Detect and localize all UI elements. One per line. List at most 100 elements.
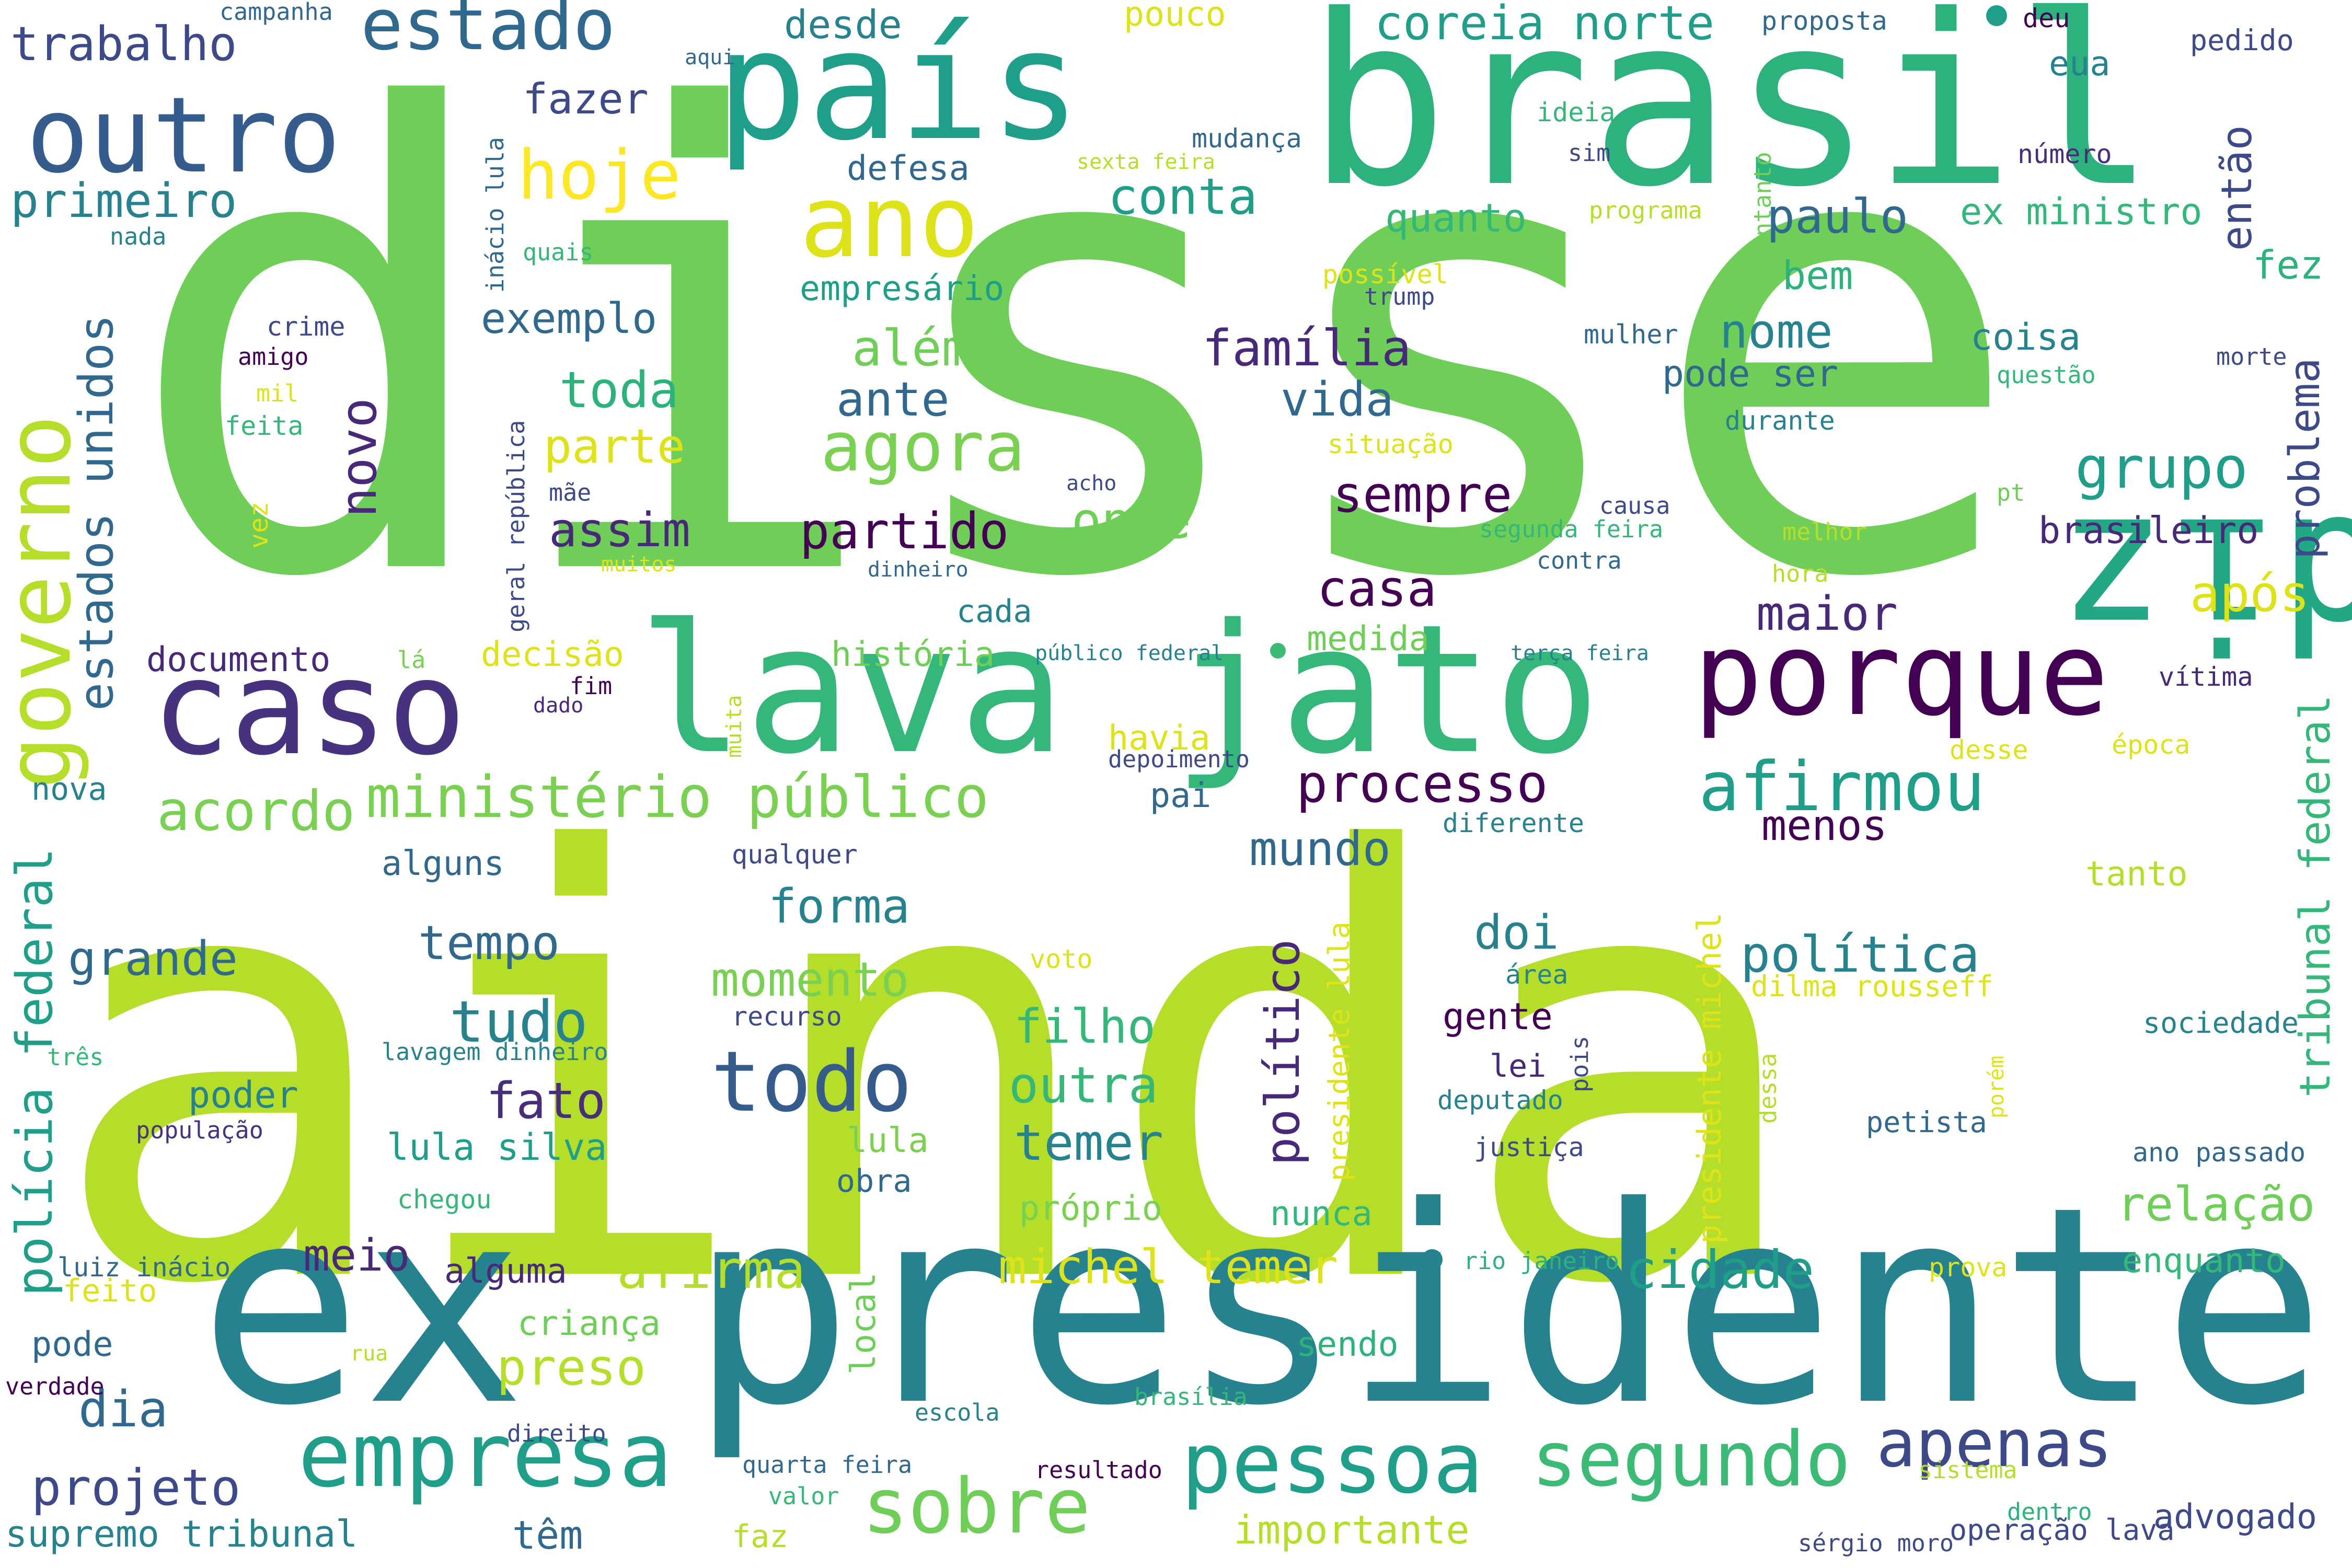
- word: poder: [188, 1074, 298, 1116]
- word: resultado: [1035, 1456, 1162, 1484]
- word: lula silva: [387, 1126, 607, 1169]
- word: diferente: [1443, 808, 1584, 838]
- word: público federal: [1035, 641, 1224, 665]
- word: havia: [1108, 719, 1210, 758]
- word: vítima: [2159, 662, 2253, 692]
- word: mil: [256, 379, 299, 407]
- word: primeiro: [10, 174, 237, 228]
- word: melhor: [1782, 518, 1867, 546]
- word: preso: [497, 1339, 646, 1397]
- word: outra: [1009, 1057, 1158, 1114]
- word: prova: [1929, 1252, 2008, 1283]
- word: quarta feira: [742, 1451, 913, 1479]
- word: mãe: [549, 479, 592, 506]
- word: aqui: [685, 45, 735, 70]
- word: verdade: [5, 1373, 105, 1400]
- word: fato: [486, 1073, 606, 1130]
- word: campanha: [220, 0, 333, 26]
- word: empresa: [298, 1404, 673, 1507]
- word: acho: [1066, 471, 1117, 495]
- word: político: [1255, 939, 1310, 1166]
- word: após: [2190, 566, 2310, 623]
- word: eua: [2049, 44, 2111, 84]
- word: época: [2112, 730, 2190, 760]
- word: segundo: [1531, 1415, 1851, 1504]
- word: grande: [68, 931, 238, 986]
- word: têm: [512, 1512, 583, 1558]
- word: durante: [1725, 406, 1835, 436]
- word: programa: [1589, 197, 1702, 224]
- word: novo: [330, 398, 388, 517]
- word: desse: [1950, 735, 2028, 765]
- word: partido: [800, 503, 1009, 560]
- word: cidade: [1625, 1239, 1815, 1300]
- word: agora: [821, 407, 1025, 487]
- word: fim: [570, 672, 613, 700]
- word: presidente michel: [1690, 912, 1728, 1244]
- word: pode: [31, 1325, 113, 1364]
- word: muita: [722, 695, 746, 758]
- word: dia: [78, 1381, 168, 1438]
- word: afirmou: [1699, 747, 1985, 826]
- word: dado: [533, 694, 584, 718]
- word: maior: [1756, 586, 1898, 641]
- word: lava jato: [638, 586, 1601, 793]
- word: terça feira: [1511, 641, 1649, 665]
- word: importante: [1233, 1507, 1470, 1553]
- word: pouco: [1124, 0, 1226, 34]
- word: chegou: [397, 1184, 492, 1215]
- word: vez: [244, 501, 274, 549]
- word: momento: [711, 952, 909, 1007]
- word: dessa: [1754, 1053, 1782, 1124]
- word: estado: [361, 0, 616, 66]
- word: rua: [350, 1342, 388, 1366]
- word: qualquer: [732, 839, 858, 870]
- word: questão: [1997, 361, 2096, 389]
- word: três: [47, 1043, 104, 1071]
- word: área: [1505, 960, 1569, 990]
- word: assim: [549, 503, 690, 558]
- word: voto: [1030, 944, 1093, 974]
- word: brasileiro: [2038, 509, 2259, 552]
- word: direito: [507, 1420, 606, 1447]
- word: sempre: [1333, 466, 1513, 524]
- word: inácio lula: [481, 136, 509, 293]
- word: nova: [31, 771, 107, 808]
- word: faz: [732, 1518, 789, 1555]
- word: presidente lula: [1322, 921, 1356, 1181]
- word: contra: [1537, 547, 1622, 574]
- word: supremo tribunal: [5, 1513, 358, 1555]
- word: amigo: [238, 343, 309, 371]
- word: decisão: [481, 635, 624, 674]
- word: porque: [1693, 607, 2109, 741]
- word: doi: [1474, 905, 1559, 960]
- word: ano: [800, 164, 979, 280]
- word: pai: [1150, 776, 1212, 815]
- word: valor: [768, 1482, 839, 1510]
- dot: [1270, 643, 1286, 659]
- word: situação: [1328, 429, 1454, 459]
- word: projeto: [31, 1459, 241, 1517]
- word: outro: [26, 75, 341, 197]
- word: mundo: [1249, 822, 1391, 877]
- word: morte: [2216, 343, 2287, 371]
- word: sociedade: [2143, 1006, 2299, 1040]
- word: petista: [1866, 1105, 1987, 1139]
- word: alguns: [382, 844, 504, 883]
- word: sim: [1568, 139, 1611, 167]
- word: feita: [225, 411, 304, 441]
- word: ideia: [1537, 97, 1616, 128]
- word: ano passado: [2132, 1137, 2306, 1168]
- word: próprio: [1019, 1189, 1162, 1228]
- word: exemplo: [481, 294, 658, 343]
- word: dilma rousseff: [1751, 970, 1993, 1003]
- word: escola: [915, 1399, 1000, 1426]
- word: pedido: [2190, 24, 2294, 57]
- word: luiz inácio: [57, 1252, 231, 1283]
- word: dinheiro: [868, 558, 969, 582]
- word: pode ser: [1662, 352, 1839, 395]
- word: alguma: [444, 1252, 567, 1291]
- word: ex ministro: [1960, 190, 2203, 233]
- word: mudança: [1192, 123, 1302, 154]
- word: pois: [1566, 1035, 1594, 1092]
